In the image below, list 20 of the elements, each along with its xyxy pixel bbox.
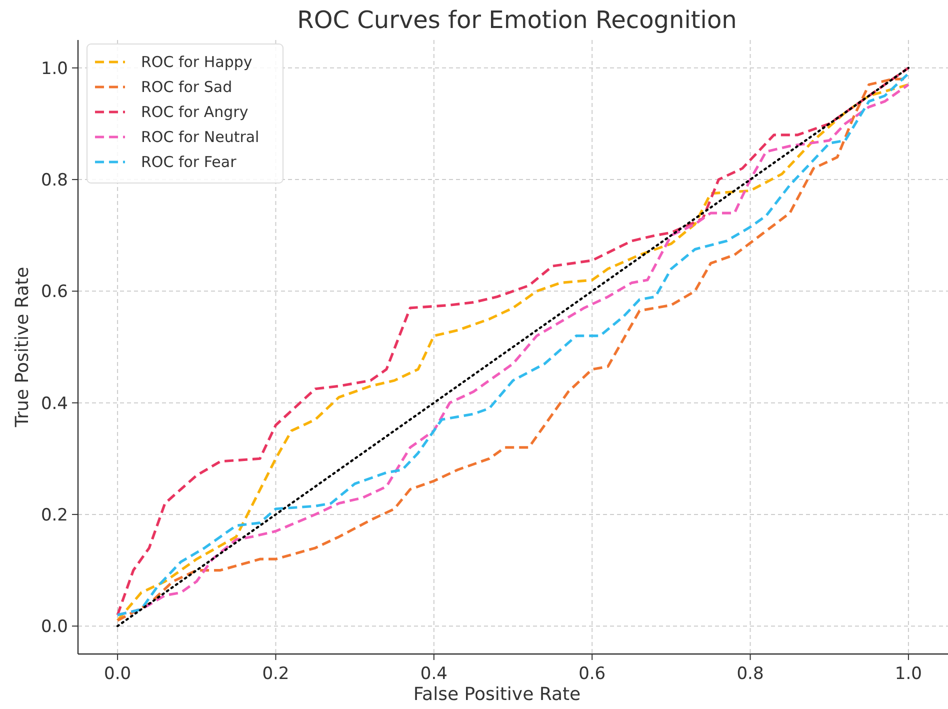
x-tick-label: 0.6 — [578, 664, 606, 684]
legend-label: ROC for Happy — [141, 53, 252, 71]
legend-label: ROC for Sad — [141, 78, 232, 96]
x-tick-label: 0.2 — [262, 664, 290, 684]
y-tick-label: 1.0 — [40, 58, 68, 79]
x-tick-label: 1.0 — [894, 664, 922, 684]
x-tick-label: 0.0 — [104, 664, 132, 684]
legend-label: ROC for Angry — [141, 103, 248, 121]
y-tick-label: 0.8 — [40, 170, 68, 191]
chart-title: ROC Curves for Emotion Recognition — [297, 6, 737, 34]
y-tick-label: 0.2 — [40, 505, 68, 526]
legend-label: ROC for Neutral — [141, 128, 260, 146]
y-tick-label: 0.4 — [40, 394, 68, 414]
x-tick-label: 0.8 — [736, 664, 764, 684]
y-tick-label: 0.6 — [40, 282, 68, 302]
x-tick-label: 0.4 — [420, 664, 448, 684]
y-axis-title: True Positive Rate — [12, 266, 33, 428]
legend-label: ROC for Fear — [141, 153, 238, 171]
y-tick-label: 0.0 — [40, 617, 68, 638]
x-axis-title: False Positive Rate — [413, 684, 581, 705]
